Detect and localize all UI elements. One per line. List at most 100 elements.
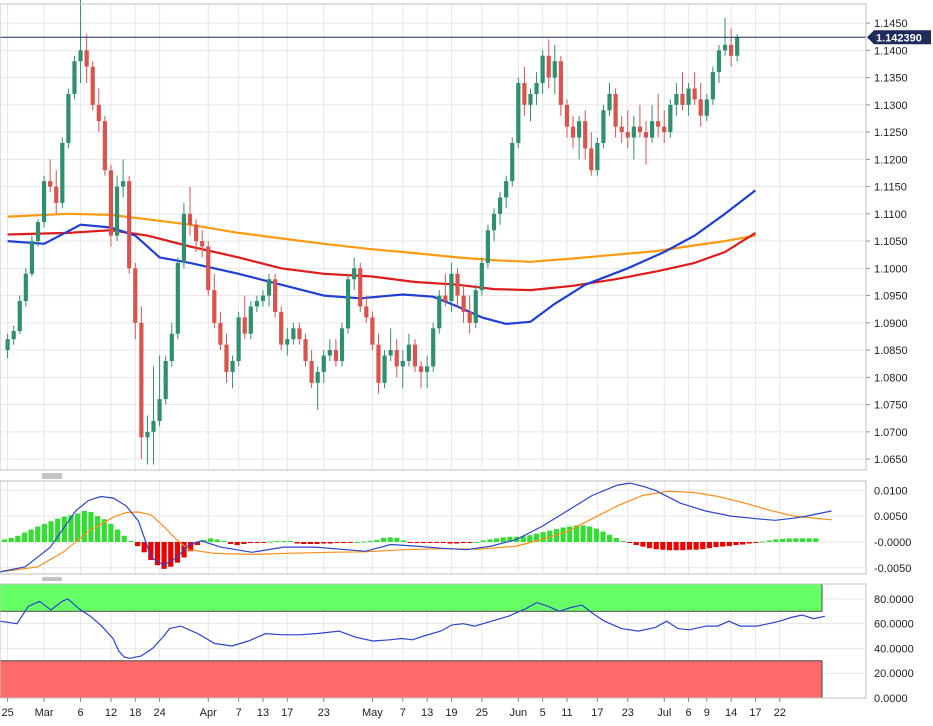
date-tick-label: 11 (561, 707, 572, 719)
macd-hist-bar-positive (547, 530, 553, 542)
macd-hist-bar-positive (813, 538, 819, 542)
macd-hist-bar-positive (1, 539, 8, 542)
macd-hist-bar-negative (447, 541, 453, 544)
candle-body (382, 355, 387, 383)
price-tick-label: 1.1350 (874, 73, 908, 85)
macd-hist-bar-negative (427, 541, 433, 543)
price-axis[interactable]: 1.1450 1.1400 1.1350 1.1300 1.1250 1.1200 1.11… (866, 18, 908, 466)
candle-up (339, 322, 345, 367)
candle-up (66, 88, 71, 149)
macd-hist-bar-positive (214, 539, 220, 542)
macd-hist-bar-negative (254, 541, 260, 543)
macd-hist-bar-negative (234, 541, 240, 546)
date-tick-label: 6 (77, 707, 83, 719)
candle-body (692, 88, 697, 100)
candle-up (437, 290, 442, 334)
date-tick-label: 17 (281, 707, 293, 719)
current-price: 1.142390 (0, 30, 931, 45)
candle-down (461, 284, 466, 323)
macd-hist-bar-negative (660, 541, 666, 550)
candle-up (321, 350, 326, 383)
panel-splitter-handle[interactable] (42, 577, 62, 581)
candle-body (187, 213, 193, 225)
rsi-tick-label: 40.0000 (874, 643, 914, 655)
price-tick-label: 1.0650 (874, 454, 908, 466)
date-tick-label: 13 (421, 707, 433, 719)
date-tick-label: Jul (657, 707, 671, 719)
macd-hist-bar-negative (693, 541, 699, 550)
macd-hist-bar-positive (799, 538, 806, 542)
date-tick-label: 14 (725, 707, 737, 719)
candle-down (418, 360, 424, 389)
candle-body (48, 181, 53, 187)
macd-hist-bar-negative (726, 541, 732, 547)
candle-down (127, 175, 132, 274)
candle-up (248, 301, 253, 340)
macd-hist-bar-negative (420, 541, 427, 543)
date-tick-label: Apr (200, 707, 217, 719)
macd-hist-bar-negative (666, 541, 673, 551)
candle-down (333, 339, 339, 367)
macd-hist-bar-positive (267, 541, 274, 543)
macd-hist-bar-negative (301, 541, 307, 545)
candle-body (491, 213, 497, 231)
candle-up (504, 175, 509, 209)
candle-down (297, 322, 302, 345)
macd-hist-bar-negative (194, 541, 200, 546)
macd-hist-bar-positive (361, 541, 367, 543)
macd-hist-bar-positive (540, 532, 546, 542)
date-tick-label: Mar (35, 707, 54, 719)
candle-body (589, 148, 594, 171)
date-axis[interactable]: 25 Mar 6 12 18 24 Apr 7 13 17 23 May 7 13 19 25 Jun 5 11 17… (1, 698, 786, 719)
candle-body (163, 360, 168, 400)
candle-body (352, 268, 357, 280)
panel-splitter-handle[interactable] (42, 473, 62, 479)
macd-hist-bar-positive (88, 512, 94, 542)
candle-up (345, 273, 351, 334)
macd-hist-bar-negative (347, 541, 353, 543)
candle-down (224, 333, 229, 383)
candle-up (406, 333, 411, 367)
macd-hist-bar-negative (680, 541, 686, 551)
macd-hist-bar-positive (527, 535, 533, 542)
date-tick-label: 12 (105, 707, 117, 719)
candle-down (309, 350, 314, 389)
candle-up (631, 115, 636, 160)
candle-body (577, 121, 582, 138)
macd-hist-bar-negative (713, 541, 719, 548)
candle-down (394, 339, 399, 378)
macd-hist-bar-negative (454, 541, 460, 544)
macd-hist-bar-negative (148, 541, 154, 561)
candles (5, 0, 740, 465)
candle-body (595, 142, 600, 171)
macd-hist-bar-negative (440, 541, 446, 543)
candle-body (121, 181, 126, 187)
rsi-oversold-zone (0, 660, 823, 699)
macd-tick-label: -0.0000 (874, 537, 911, 549)
macd-hist-bar-positive (806, 538, 812, 542)
macd-hist-bar-positive (55, 518, 61, 542)
candle-body (662, 126, 667, 133)
macd-hist-bar-negative (414, 541, 420, 543)
macd-hist-bar-positive (779, 538, 786, 542)
candle-body (534, 83, 539, 94)
date-tick-label: 18 (129, 707, 141, 719)
candle-down (102, 115, 107, 176)
candle-body (248, 306, 253, 334)
macd-hist-bar-positive (494, 538, 500, 542)
macd-hist-bar-positive (108, 523, 114, 542)
macd-hist-bar-positive (81, 510, 87, 542)
macd-hist-bar-positive (620, 540, 626, 542)
candle-body (297, 328, 302, 340)
candle-up (400, 350, 405, 389)
candle-body (735, 37, 740, 56)
rsi-panel-border (0, 583, 867, 699)
candle-body (212, 290, 217, 323)
candle-body (157, 399, 162, 421)
date-tick-label: Jun (509, 707, 527, 719)
candle-body (84, 50, 89, 67)
candle-body (321, 355, 326, 372)
candle-down (522, 66, 527, 116)
macd-hist-bar-negative (706, 541, 712, 549)
macd-hist-bar-positive (500, 537, 506, 542)
